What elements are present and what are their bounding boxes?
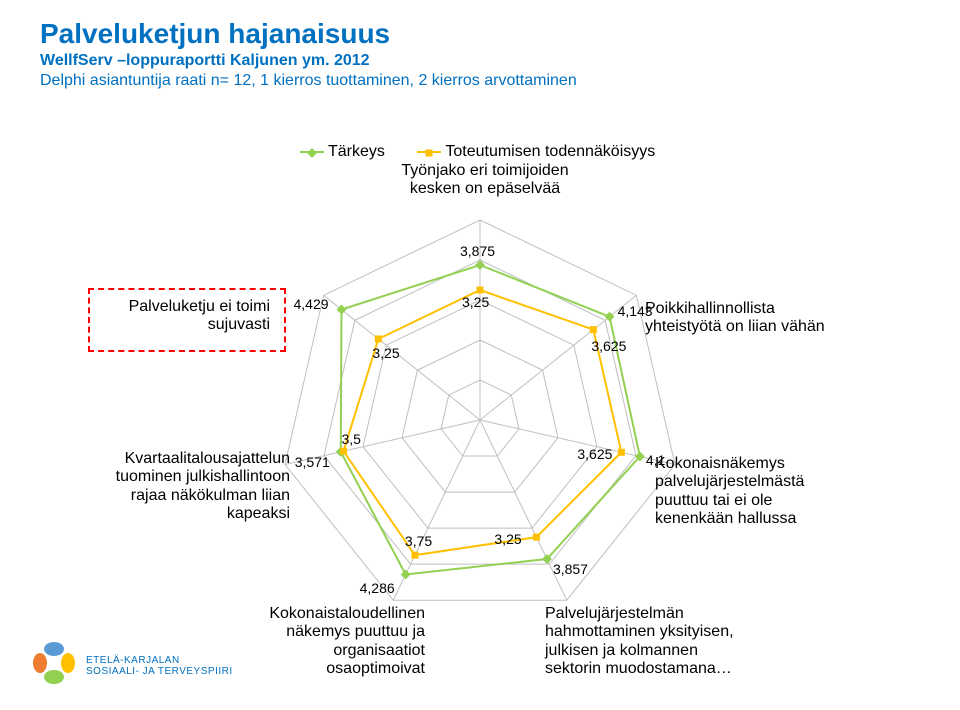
value-label: 3,25 (494, 531, 521, 547)
logo-line2: SOSIAALI- JA TERVEYSPIIRI (86, 666, 233, 677)
logo-icon (30, 642, 78, 690)
value-label: 4,429 (293, 296, 328, 312)
logo-line1: ETELÄ-KARJALAN (86, 655, 233, 666)
axis-label: Poikkihallinnollistayhteistyötä on liian… (645, 300, 825, 337)
value-label: 3,5 (342, 431, 361, 447)
value-label: 4,143 (618, 303, 653, 319)
axis-label: Kokonaistaloudellinennäkemys puuttuu jao… (215, 605, 425, 679)
radar-chart (0, 0, 960, 710)
axis-label: Kvartaalitalousajatteluntuominen julkish… (85, 450, 290, 524)
value-label: 3,625 (577, 446, 612, 462)
value-label: 3,857 (553, 561, 588, 577)
value-label: 3,25 (462, 294, 489, 310)
axis-label: Työnjako eri toimijoidenkesken on epäsel… (385, 162, 585, 199)
footer-logo: ETELÄ-KARJALAN SOSIAALI- JA TERVEYSPIIRI (30, 642, 233, 690)
axis-label: Palvelujärjestelmänhahmottaminen yksityi… (545, 605, 775, 679)
value-label: 3,75 (405, 533, 432, 549)
value-label: 3,25 (372, 345, 399, 361)
value-label: 3,875 (460, 243, 495, 259)
value-label: 4,286 (360, 580, 395, 596)
value-label: 4,1 (646, 452, 665, 468)
value-label: 3,571 (295, 454, 330, 470)
value-label: 3,625 (591, 338, 626, 354)
axis-label: Kokonaisnäkemyspalvelujärjestelmästäpuut… (655, 455, 855, 529)
logo-text: ETELÄ-KARJALAN SOSIAALI- JA TERVEYSPIIRI (86, 655, 233, 677)
